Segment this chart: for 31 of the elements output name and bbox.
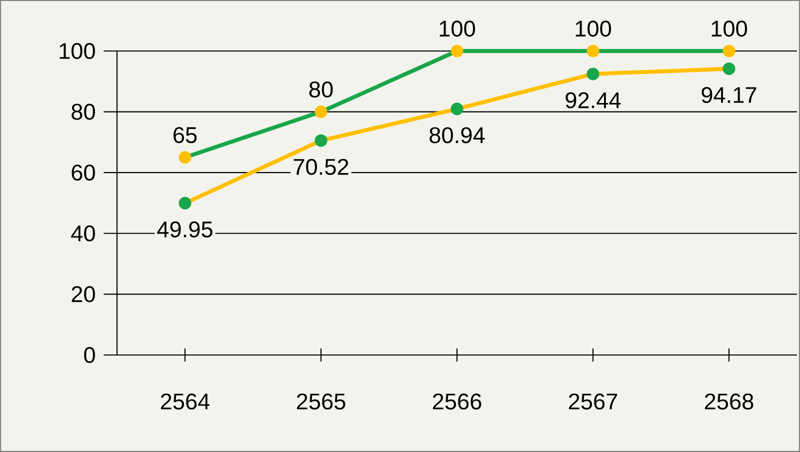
x-tick-label: 2566 bbox=[432, 393, 482, 410]
x-tick-label: 2565 bbox=[296, 393, 346, 410]
point bbox=[178, 151, 192, 164]
y-tick-label: 80 bbox=[72, 104, 95, 120]
y-tick-label: 0 bbox=[84, 346, 95, 364]
data-label: 92.44 bbox=[566, 92, 621, 108]
y-tick-label: 60 bbox=[72, 164, 95, 181]
point bbox=[314, 106, 328, 118]
x-tick-label: 2568 bbox=[704, 393, 754, 410]
data-label: 80 bbox=[309, 81, 333, 98]
point bbox=[314, 134, 328, 147]
data-label: 49.95 bbox=[157, 221, 212, 238]
x-tick-label: 2564 bbox=[160, 393, 210, 410]
data-label: 94.17 bbox=[702, 86, 756, 104]
point bbox=[586, 68, 600, 80]
point bbox=[450, 44, 464, 58]
data-label: 65 bbox=[174, 127, 197, 144]
point bbox=[450, 102, 464, 116]
y-tick-label: 40 bbox=[71, 225, 95, 242]
point bbox=[586, 44, 600, 58]
data-label: 70.52 bbox=[294, 158, 348, 175]
data-label: 100 bbox=[440, 20, 476, 37]
data-label: 100 bbox=[576, 20, 612, 37]
y-tick-label: 20 bbox=[72, 286, 95, 302]
x-tick-label: 2567 bbox=[568, 393, 618, 410]
y-tick-label: 100 bbox=[60, 42, 95, 60]
data-label: 100 bbox=[712, 20, 748, 37]
point bbox=[178, 196, 192, 210]
point bbox=[722, 44, 736, 58]
point bbox=[722, 62, 736, 75]
data-label: 80.94 bbox=[430, 127, 485, 144]
